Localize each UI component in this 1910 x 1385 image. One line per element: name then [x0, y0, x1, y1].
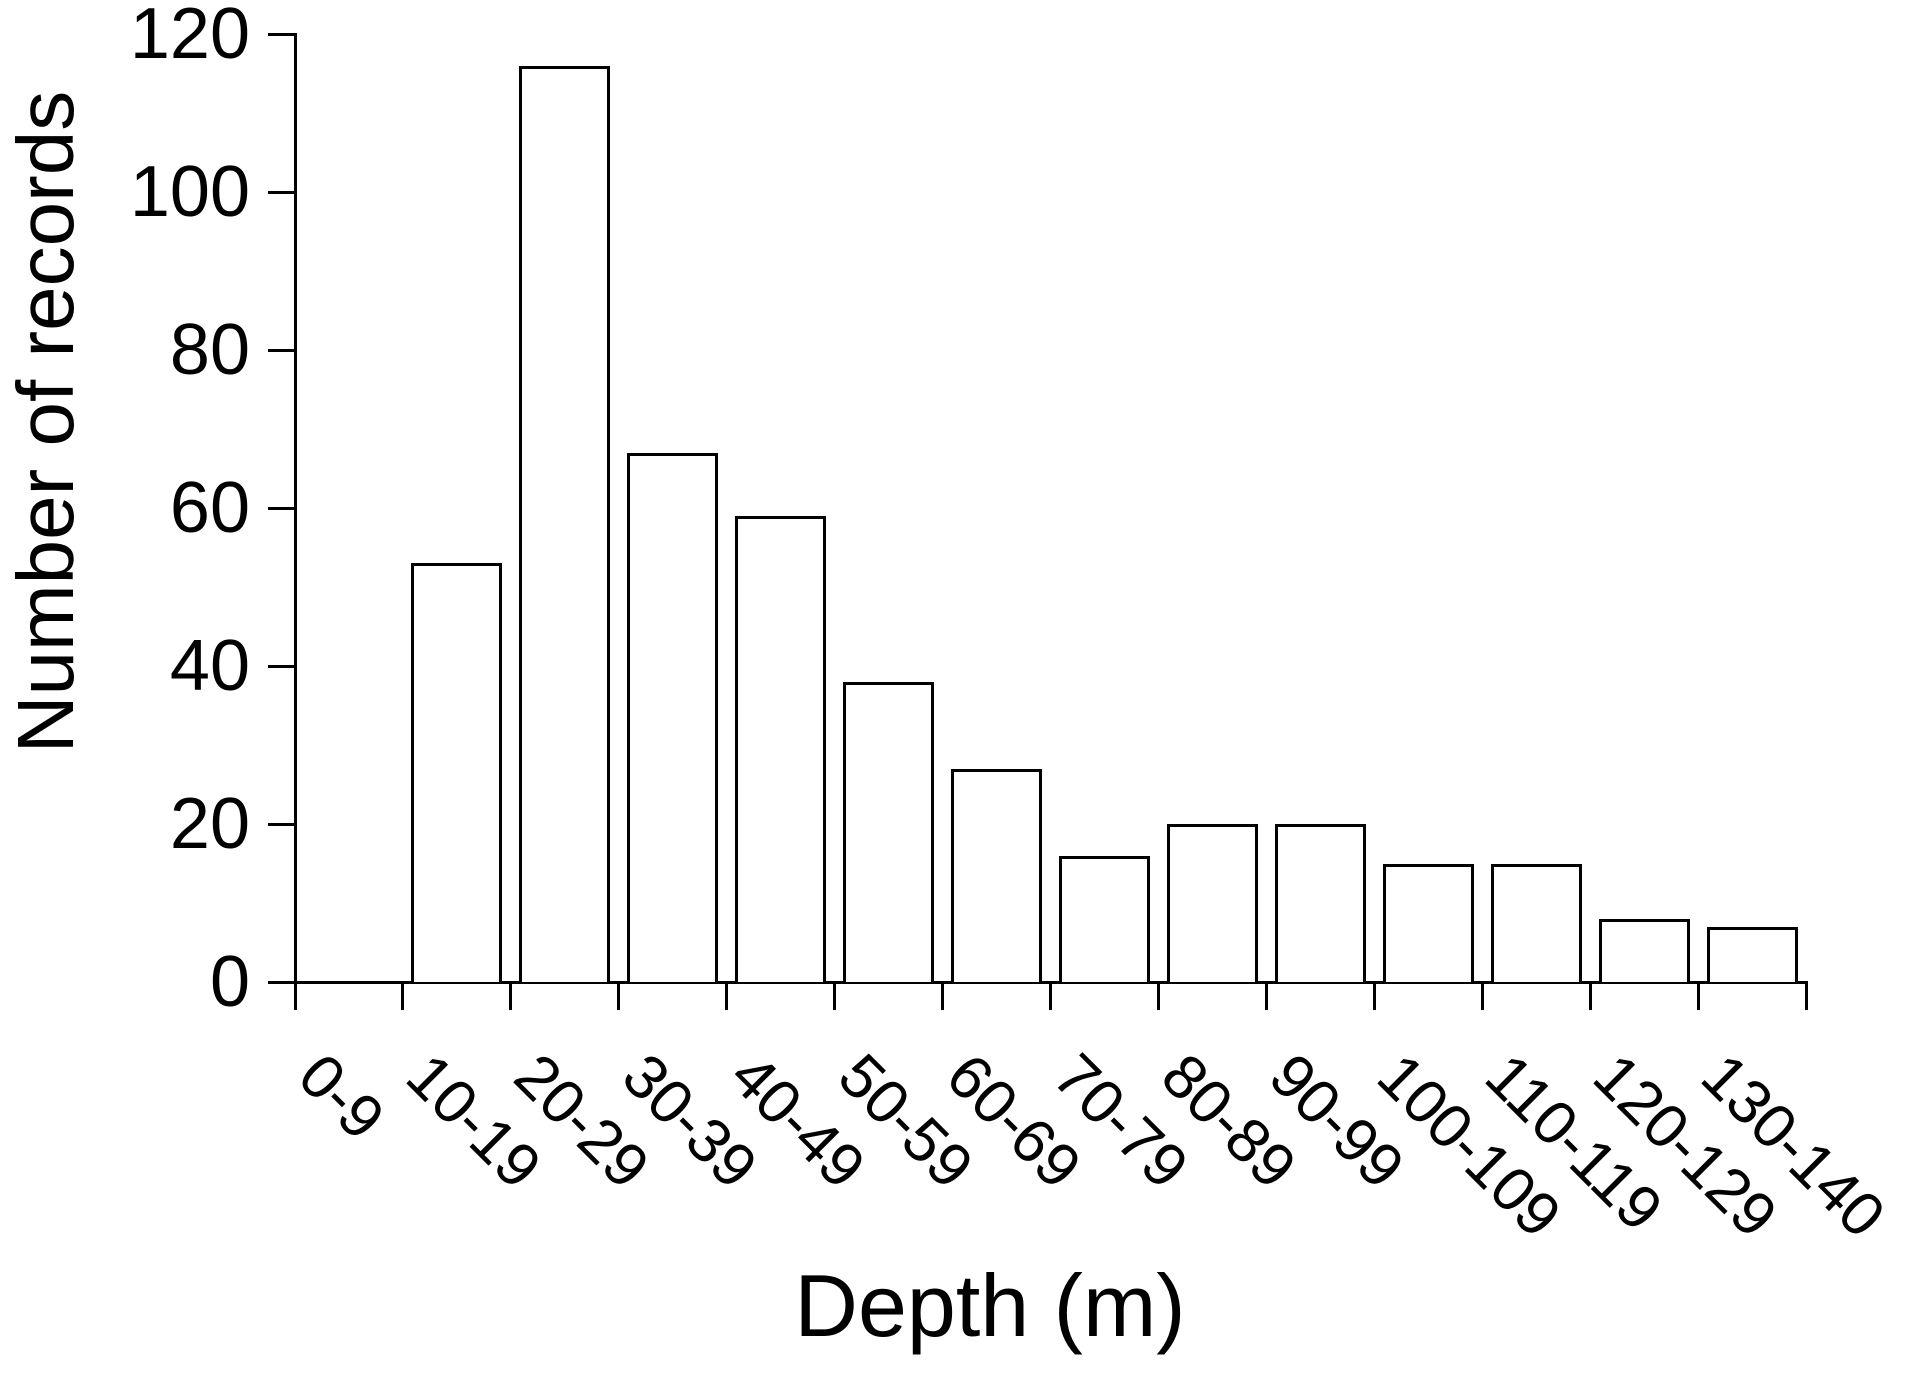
- x-tick-mark: [1804, 982, 1808, 1010]
- x-tick-mark: [1588, 982, 1592, 1010]
- y-tick-mark: [268, 506, 295, 510]
- bar-130-140: [1706, 926, 1798, 982]
- x-tick-mark: [833, 982, 837, 1010]
- y-tick-label: 20: [169, 784, 250, 864]
- x-tick-mark: [293, 982, 297, 1010]
- y-tick-label: 0: [209, 942, 250, 1022]
- x-tick-mark: [1049, 982, 1052, 1010]
- x-tick-mark: [1696, 982, 1700, 1010]
- bar-50-59: [843, 681, 935, 982]
- x-tick-label: 0-9: [284, 1041, 398, 1154]
- x-tick-mark: [941, 982, 945, 1010]
- y-tick-mark: [268, 664, 295, 668]
- x-tick-mark: [509, 982, 513, 1010]
- x-tick-mark: [1264, 982, 1268, 1010]
- y-tick-mark: [268, 980, 295, 984]
- x-tick-mark: [617, 982, 621, 1010]
- bar-60-69: [951, 768, 1043, 982]
- bar-120-129: [1598, 918, 1690, 982]
- x-tick-mark: [1156, 982, 1160, 1010]
- bar-40-49: [735, 515, 827, 982]
- y-axis-line: [294, 33, 297, 985]
- bar-90-99: [1274, 824, 1366, 982]
- y-tick-mark: [268, 348, 295, 352]
- x-tick-mark: [401, 982, 405, 1010]
- y-tick-mark: [268, 190, 295, 194]
- y-tick-label: 60: [169, 468, 250, 548]
- x-tick-mark: [725, 982, 729, 1010]
- y-tick-label: 40: [169, 626, 250, 706]
- bar-10-19: [411, 563, 503, 982]
- bar-100-109: [1382, 863, 1474, 982]
- y-tick-mark: [268, 32, 295, 36]
- bar-80-89: [1166, 824, 1258, 982]
- x-tick-mark: [1372, 982, 1376, 1010]
- bar-20-29: [519, 65, 611, 982]
- y-tick-label: 120: [129, 0, 250, 74]
- bar-110-119: [1490, 863, 1582, 982]
- bar-30-39: [627, 452, 719, 982]
- bar-70-79: [1058, 855, 1150, 982]
- y-tick-mark: [268, 822, 295, 826]
- y-tick-label: 80: [169, 310, 250, 390]
- x-axis-title: Depth (m): [794, 1256, 1186, 1355]
- x-tick-mark: [1480, 982, 1484, 1010]
- y-tick-label: 100: [129, 152, 250, 232]
